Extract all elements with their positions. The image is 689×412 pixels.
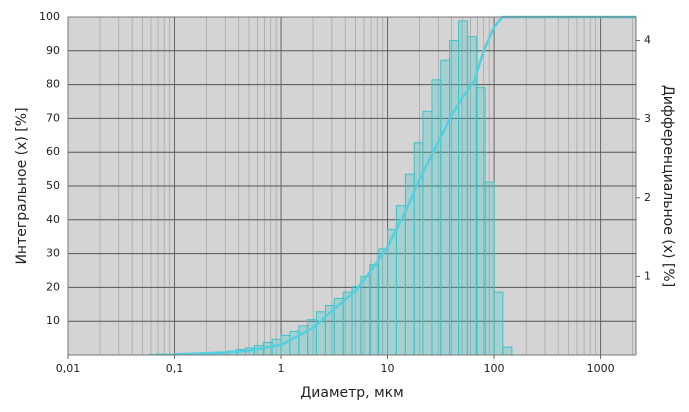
histogram-bar	[369, 264, 380, 356]
histogram-bar	[422, 110, 433, 356]
histogram-bar	[458, 20, 468, 356]
y-tick-label: 100	[39, 10, 60, 23]
histogram-bar	[502, 346, 513, 356]
y-tick-label: 80	[46, 78, 60, 91]
x-axis-title: Диаметр, мкм	[300, 385, 403, 401]
histogram-bar	[493, 291, 504, 356]
y-tick-label: 60	[46, 145, 60, 158]
y-tick-label: 50	[46, 179, 60, 192]
y-tick-label: 30	[46, 247, 60, 260]
histogram-bar	[431, 79, 442, 356]
histogram-bar	[378, 248, 389, 356]
y-tick-label: 40	[46, 213, 60, 226]
cumulative-line	[174, 15, 636, 356]
histogram-bar	[351, 286, 362, 356]
histogram-bar	[475, 87, 486, 356]
y-axis-title: Интегральное (x) [%]	[14, 107, 30, 264]
y2-axis-title: Дифференциальное (x) [%]	[660, 85, 676, 287]
y2-tick-label: 2	[644, 191, 651, 204]
x-tick-label: 0,1	[166, 362, 184, 375]
histogram-bar	[449, 40, 460, 356]
histogram-bar	[440, 59, 451, 356]
x-tick-label: 1000	[587, 362, 615, 375]
y2-tick-label: 4	[644, 34, 651, 47]
x-tick-label: 100	[484, 362, 505, 375]
y-tick-label: 20	[46, 280, 60, 293]
x-tick-label: 0,01	[56, 362, 81, 375]
y2-tick-label: 3	[644, 112, 651, 125]
histogram-bar	[387, 228, 397, 356]
y-tick-label: 10	[46, 314, 60, 327]
x-tick-label: 10	[381, 362, 395, 375]
histogram-bar	[360, 275, 371, 356]
y-tick-label: 70	[46, 111, 60, 124]
histogram-bar	[484, 181, 495, 356]
y2-tick-label: 1	[644, 269, 651, 282]
plot-frame	[67, 16, 637, 356]
x-tick-label: 1	[278, 362, 285, 375]
y-tick-label: 90	[46, 44, 60, 57]
